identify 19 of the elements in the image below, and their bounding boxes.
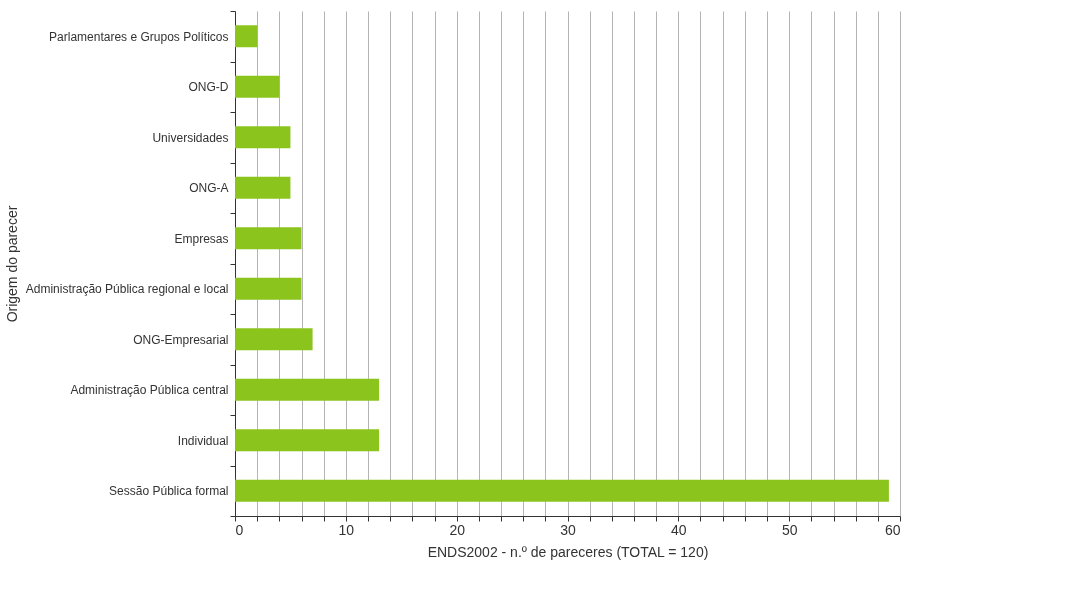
x-tick-label: 30 [560, 521, 576, 538]
y-tick-label: Administração Pública regional e local [25, 282, 229, 297]
y-tick-label: ONG-Empresarial [133, 332, 229, 347]
x-axis-title: ENDS2002 - n.º de pareceres (TOTAL = 120) [427, 543, 709, 560]
y-tick-label: Sessão Pública formal [109, 484, 229, 499]
y-tick-label: ONG-A [189, 181, 229, 196]
x-tick-label: 20 [449, 521, 466, 538]
x-tick-label: 50 [781, 521, 798, 538]
x-tick-label: 10 [338, 521, 355, 538]
y-tick-label: Administração Pública central [70, 383, 229, 398]
y-tick-label: Universidades [152, 130, 229, 145]
y-tick-label: Individual [177, 433, 229, 448]
y-tick-label: ONG-D [188, 80, 229, 95]
y-tick-label: Parlamentares e Grupos Políticos [49, 29, 229, 44]
x-tick-label: 60 [884, 521, 901, 538]
x-tick-label: 40 [671, 521, 687, 538]
y-tick-label: Empresas [174, 231, 229, 246]
y-axis-title: Origem do parecer [3, 205, 20, 323]
x-tick-label: 0 [235, 521, 244, 538]
